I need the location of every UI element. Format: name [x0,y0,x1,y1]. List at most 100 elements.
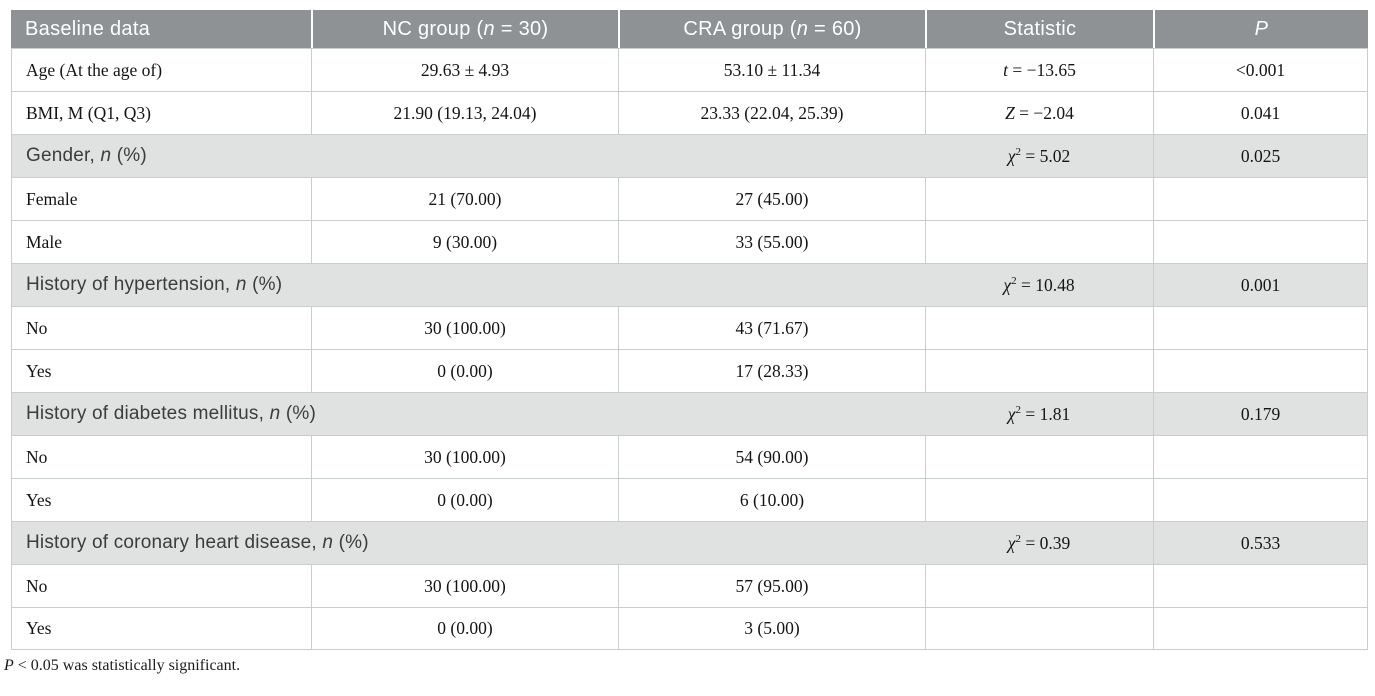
statistic-value: = 0.39 [1020,532,1071,553]
statistic-cell [925,564,1153,607]
cra-group-cell: 54 (90.00) [618,435,925,478]
p-value-cell [1153,607,1368,650]
statistic-cell [925,478,1153,521]
statistic-superscript: 2 [1011,274,1017,287]
statistic-value: = 1.81 [1020,403,1071,424]
statistic-symbol: χ [1007,532,1016,553]
table-row: Yes 0 (0.00) 6 (10.00) [11,478,1368,521]
cra-group-cell: 17 (28.33) [618,349,925,392]
statistic-cell: χ2 = 0.39 [925,521,1153,564]
p-value-cell: 0.025 [1153,134,1368,177]
statistic-cell [925,607,1153,650]
section-label-italic: n [269,403,281,424]
statistic-cell [925,349,1153,392]
statistic-value: = −13.65 [1008,59,1076,80]
column-header-cra-group: CRA group (n = 60) [618,10,925,48]
table-row: Male 9 (30.00) 33 (55.00) [11,220,1368,263]
row-label-cell: Yes [11,349,311,392]
nc-group-cell: 9 (30.00) [311,220,618,263]
nc-group-cell: 29.63 ± 4.93 [311,48,618,91]
row-label-cell: Yes [11,607,311,650]
column-header-statistic: Statistic [925,10,1153,48]
cra-group-cell: 33 (55.00) [618,220,925,263]
cra-group-cell: 27 (45.00) [618,177,925,220]
table-row: Age (At the age of) 29.63 ± 4.93 53.10 ± 1… [11,48,1368,91]
statistic-cell [925,435,1153,478]
row-label-cell: No [11,435,311,478]
table-row: No 30 (100.00) 57 (95.00) [11,564,1368,607]
statistic-value: = 5.02 [1020,145,1071,166]
statistic-symbol: t [1003,59,1008,80]
section-label-text: (%) [333,532,369,553]
section-label-cell: History of diabetes mellitus, n (%) [11,392,925,435]
statistic-value: = −2.04 [1014,102,1074,123]
header-italic-text: n [796,17,809,40]
row-label-cell: BMI, M (Q1, Q3) [11,91,311,134]
section-row: History of hypertension, n (%) χ2 = 10.48… [11,263,1368,306]
nc-group-cell: 30 (100.00) [311,435,618,478]
nc-group-cell: 0 (0.00) [311,349,618,392]
cra-group-cell: 23.33 (22.04, 25.39) [618,91,925,134]
header-italic-text: n [483,17,495,40]
section-row: History of coronary heart disease, n (%)… [11,521,1368,564]
p-value-cell [1153,564,1368,607]
table-row: Female 21 (70.00) 27 (45.00) [11,177,1368,220]
statistic-superscript: 2 [1015,532,1021,545]
cra-group-cell: 53.10 ± 11.34 [618,48,925,91]
section-label-text: History of hypertension, [26,274,236,295]
section-label-text: (%) [246,274,283,295]
row-label-cell: Yes [11,478,311,521]
cra-group-cell: 57 (95.00) [618,564,925,607]
row-label-cell: No [11,564,311,607]
p-value-cell: 0.179 [1153,392,1368,435]
row-label-cell: No [11,306,311,349]
p-value-cell: 0.001 [1153,263,1368,306]
table-row: BMI, M (Q1, Q3) 21.90 (19.13, 24.04) 23.33… [11,91,1368,134]
section-row: Gender, n (%) χ2 = 5.02 0.025 [11,134,1368,177]
header-text: NC group ( [382,17,484,40]
table-row: Yes 0 (0.00) 17 (28.33) [11,349,1368,392]
statistic-cell [925,306,1153,349]
header-italic-text: P [1254,17,1269,40]
p-value-cell [1153,177,1368,220]
column-header-nc-group: NC group (n = 30) [311,10,618,48]
section-label-text: (%) [280,403,317,424]
table-header-row: Baseline data NC group (n = 30) CRA group … [11,10,1368,48]
p-value-cell [1153,220,1368,263]
section-label-text: History of diabetes mellitus, [26,403,270,424]
statistic-symbol: χ [1007,403,1016,424]
row-label-cell: Male [11,220,311,263]
statistic-cell [925,220,1153,263]
p-value-cell: <0.001 [1153,48,1368,91]
statistic-cell: Z = −2.04 [925,91,1153,134]
statistic-superscript: 2 [1015,403,1021,416]
header-text: Baseline data [25,17,151,40]
footnote-p-symbol: P [4,657,14,674]
section-label-italic: n [100,145,112,166]
statistic-cell: χ2 = 5.02 [925,134,1153,177]
p-value-cell [1153,306,1368,349]
baseline-data-table-container: Baseline data NC group (n = 30) CRA group … [11,10,1368,650]
statistic-superscript: 2 [1015,145,1021,158]
row-label-cell: Female [11,177,311,220]
statistic-symbol: χ [1007,145,1016,166]
statistic-cell: χ2 = 10.48 [925,263,1153,306]
p-value-cell: 0.041 [1153,91,1368,134]
table-row: No 30 (100.00) 43 (71.67) [11,306,1368,349]
section-label-text: Gender, [26,145,101,166]
row-label-cell: Age (At the age of) [11,48,311,91]
section-label-text: History of coronary heart disease, [26,532,323,553]
statistic-cell: χ2 = 1.81 [925,392,1153,435]
section-label-cell: Gender, n (%) [11,134,925,177]
header-text: Statistic [1003,17,1077,40]
column-header-p: P [1153,10,1368,48]
footnote-text: < 0.05 was statistically significant. [13,657,241,674]
section-label-cell: History of coronary heart disease, n (%) [11,521,925,564]
cra-group-cell: 43 (71.67) [618,306,925,349]
header-text: = 60) [808,17,862,40]
table-footnote: P < 0.05 was statistically significant. [4,657,1375,675]
header-text: CRA group ( [683,17,797,40]
header-text: = 30) [494,17,549,40]
nc-group-cell: 21 (70.00) [311,177,618,220]
statistic-symbol: χ [1003,274,1012,295]
